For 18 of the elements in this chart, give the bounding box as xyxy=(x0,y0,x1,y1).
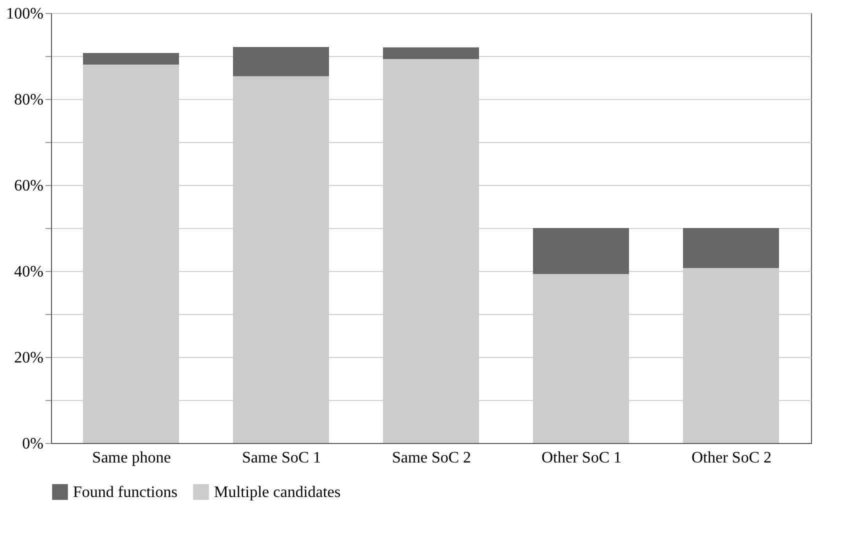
bar xyxy=(83,52,179,65)
legend-label: Found functions xyxy=(73,484,178,501)
bar xyxy=(683,228,779,268)
bar xyxy=(383,47,479,60)
x-tick-label: Other SoC 2 xyxy=(692,450,772,466)
y-tick-label: 20% xyxy=(14,350,44,366)
x-tick-label: Same SoC 1 xyxy=(242,450,322,466)
y-tick-label: 0% xyxy=(22,436,44,452)
y-tick-label: 60% xyxy=(14,178,44,194)
x-tick-label: Same SoC 2 xyxy=(392,450,472,466)
x-tick-label: Other SoC 1 xyxy=(542,450,622,466)
y-tick-label: 100% xyxy=(6,6,44,22)
legend-label: Multiple candidates xyxy=(214,484,341,501)
x-tick-label: Same phone xyxy=(92,450,171,466)
bar xyxy=(233,46,329,76)
y-tick-label: 40% xyxy=(14,264,44,280)
y-tick-label: 80% xyxy=(14,92,44,108)
bar xyxy=(533,228,629,274)
